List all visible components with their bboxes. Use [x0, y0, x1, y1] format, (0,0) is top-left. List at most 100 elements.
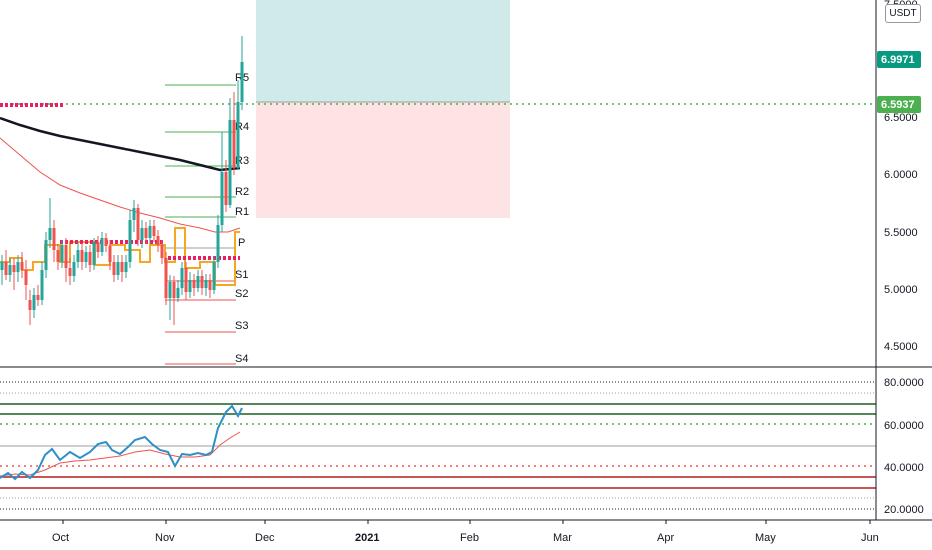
candle-body[interactable]	[168, 282, 172, 298]
candle-body[interactable]	[176, 288, 180, 298]
candle-body[interactable]	[16, 262, 20, 272]
candle-body[interactable]	[20, 262, 24, 270]
rsi-line	[0, 404, 243, 481]
candle-body[interactable]	[200, 276, 204, 288]
candle-body[interactable]	[52, 228, 56, 250]
candle-body[interactable]	[172, 282, 176, 298]
osc-tick-80: 80.0000	[884, 377, 924, 389]
candle-body[interactable]	[144, 228, 148, 238]
candle-body[interactable]	[132, 208, 136, 220]
candle-body[interactable]	[40, 270, 44, 300]
sma-short-line	[0, 137, 241, 233]
last-price-tag-label: 6.9971	[881, 54, 915, 66]
candle-body[interactable]	[240, 62, 244, 102]
candle-body[interactable]	[88, 252, 92, 265]
pivot-label-r1: R1	[235, 206, 249, 218]
candle-body[interactable]	[148, 226, 152, 238]
candle-body[interactable]	[8, 265, 12, 275]
last-price-tag[interactable]: 6.9971	[877, 51, 921, 68]
candle-body[interactable]	[136, 208, 140, 240]
pivot-levels	[165, 84, 236, 365]
candle-body[interactable]	[104, 238, 108, 246]
price-pane[interactable]: R5 R4 R3 R2 R1 P S1 S2 S3 S4	[0, 0, 876, 365]
profit-zone[interactable]	[256, 0, 510, 102]
candle-body[interactable]	[224, 172, 228, 205]
candle-body[interactable]	[84, 252, 88, 262]
price-axis[interactable]: 7.5000 6.5000 6.0000 5.5000 5.0000 4.500…	[875, 0, 924, 520]
candle-body[interactable]	[24, 270, 28, 285]
candle-body[interactable]	[80, 250, 84, 262]
osc-tick-20: 20.0000	[884, 504, 924, 516]
candle-body[interactable]	[156, 236, 160, 245]
currency-unit-label[interactable]: USDT	[885, 4, 921, 23]
pivot-label-s3: S3	[235, 320, 248, 332]
price-tick-6-0: 6.0000	[884, 169, 918, 181]
candle-body[interactable]	[100, 238, 104, 252]
candle-body[interactable]	[128, 220, 132, 262]
loss-zone[interactable]	[256, 102, 510, 218]
candle-body[interactable]	[0, 262, 4, 270]
time-label-2021: 2021	[355, 532, 379, 544]
candle-body[interactable]	[96, 242, 100, 252]
time-label-oct: Oct	[52, 532, 69, 544]
time-label-mar: Mar	[553, 532, 572, 544]
candle-body[interactable]	[92, 242, 96, 265]
time-label-jun: Jun	[861, 532, 879, 544]
candle-body[interactable]	[68, 268, 72, 276]
price-tick-6-5: 6.5000	[884, 112, 918, 124]
time-label-dec: Dec	[255, 532, 275, 544]
sma-long-line	[0, 116, 241, 172]
candle-body[interactable]	[4, 262, 8, 275]
candle-body[interactable]	[236, 102, 240, 168]
osc-tick-40: 40.0000	[884, 462, 924, 474]
candle-body[interactable]	[212, 262, 216, 290]
candle-body[interactable]	[164, 258, 168, 298]
candle-body[interactable]	[124, 262, 128, 272]
time-axis[interactable]: Oct Nov Dec 2021 Feb Mar Apr May Jun	[0, 519, 932, 544]
candle-body[interactable]	[12, 265, 16, 272]
level-price-tag[interactable]: 6.5937	[877, 96, 921, 113]
time-label-feb: Feb	[460, 532, 479, 544]
price-tick-5-0: 5.0000	[884, 284, 918, 296]
candle-body[interactable]	[112, 262, 116, 275]
candle-body[interactable]	[56, 250, 60, 262]
level-price-tag-label: 6.5937	[881, 99, 915, 111]
candlesticks[interactable]	[0, 36, 244, 325]
candle-body[interactable]	[116, 262, 120, 275]
candle-body[interactable]	[180, 268, 184, 288]
candle-body[interactable]	[48, 228, 52, 240]
candle-body[interactable]	[108, 246, 112, 262]
candle-body[interactable]	[216, 225, 220, 262]
pivot-label-s4: S4	[235, 353, 248, 365]
candle-body[interactable]	[204, 280, 208, 288]
candle-body[interactable]	[196, 276, 200, 288]
candle-body[interactable]	[64, 245, 68, 268]
candle-body[interactable]	[220, 172, 224, 225]
time-label-apr: Apr	[657, 532, 674, 544]
candle-body[interactable]	[28, 300, 32, 310]
candle-body[interactable]	[44, 240, 48, 270]
osc-tick-60: 60.0000	[884, 420, 924, 432]
candle-body[interactable]	[76, 250, 80, 262]
candle-body[interactable]	[208, 280, 212, 290]
pivot-label-s2: S2	[235, 288, 248, 300]
candle-body[interactable]	[228, 120, 232, 205]
candle-body[interactable]	[36, 295, 40, 300]
candle-body[interactable]	[232, 120, 236, 168]
candle-body[interactable]	[160, 245, 164, 258]
candle-body[interactable]	[184, 268, 188, 292]
candle-body[interactable]	[72, 262, 76, 276]
candle-body[interactable]	[152, 226, 156, 236]
pivot-label-p: P	[238, 237, 245, 249]
candle-body[interactable]	[188, 280, 192, 292]
oscillator-pane[interactable]	[0, 381, 876, 510]
candle-body[interactable]	[32, 295, 36, 310]
rsi-ma-line	[0, 431, 241, 477]
time-label-nov: Nov	[155, 532, 175, 544]
candle-body[interactable]	[60, 245, 64, 262]
price-tick-5-5: 5.5000	[884, 227, 918, 239]
candle-body[interactable]	[140, 228, 144, 240]
candle-body[interactable]	[192, 280, 196, 288]
candle-body[interactable]	[120, 262, 124, 272]
